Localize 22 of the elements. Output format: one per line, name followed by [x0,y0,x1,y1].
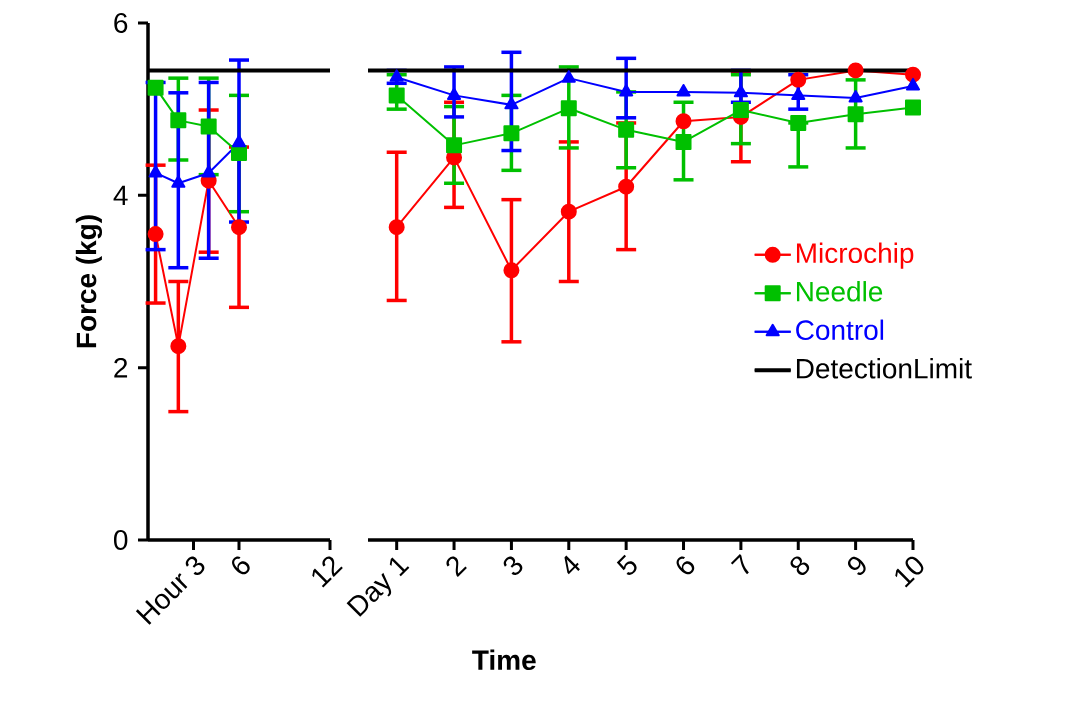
x-tick-label: 8 [790,556,810,576]
x-axis-title: Time [472,649,536,671]
x-tick-label: 3 [503,556,523,576]
y-axis-title: Force (kg) [75,215,103,348]
legend-label: Control [796,319,884,341]
legend-label: Needle [796,281,883,302]
x-tick-label: 5 [616,554,637,575]
x-tick-label: 10 [895,556,924,588]
x-tick-label: 12 [312,556,343,588]
y-tick-label: 2 [114,357,128,378]
x-tick-label: 7 [730,554,749,575]
x-tick-label: 2 [446,556,467,577]
x-tick-label: 6 [676,556,695,575]
x-tick-label: 4 [564,555,580,575]
y-tick-label: 4 [113,185,128,205]
y-tick-label: 0 [113,530,128,550]
x-tick-label: 6 [232,556,250,575]
y-tick-label: 6 [114,13,128,33]
legend-label: Microchip [796,242,914,269]
legend-label: DetectionLimit [796,358,972,379]
x-tick-label: Day 1 [346,557,410,617]
x-tick-label: 9 [847,556,866,575]
